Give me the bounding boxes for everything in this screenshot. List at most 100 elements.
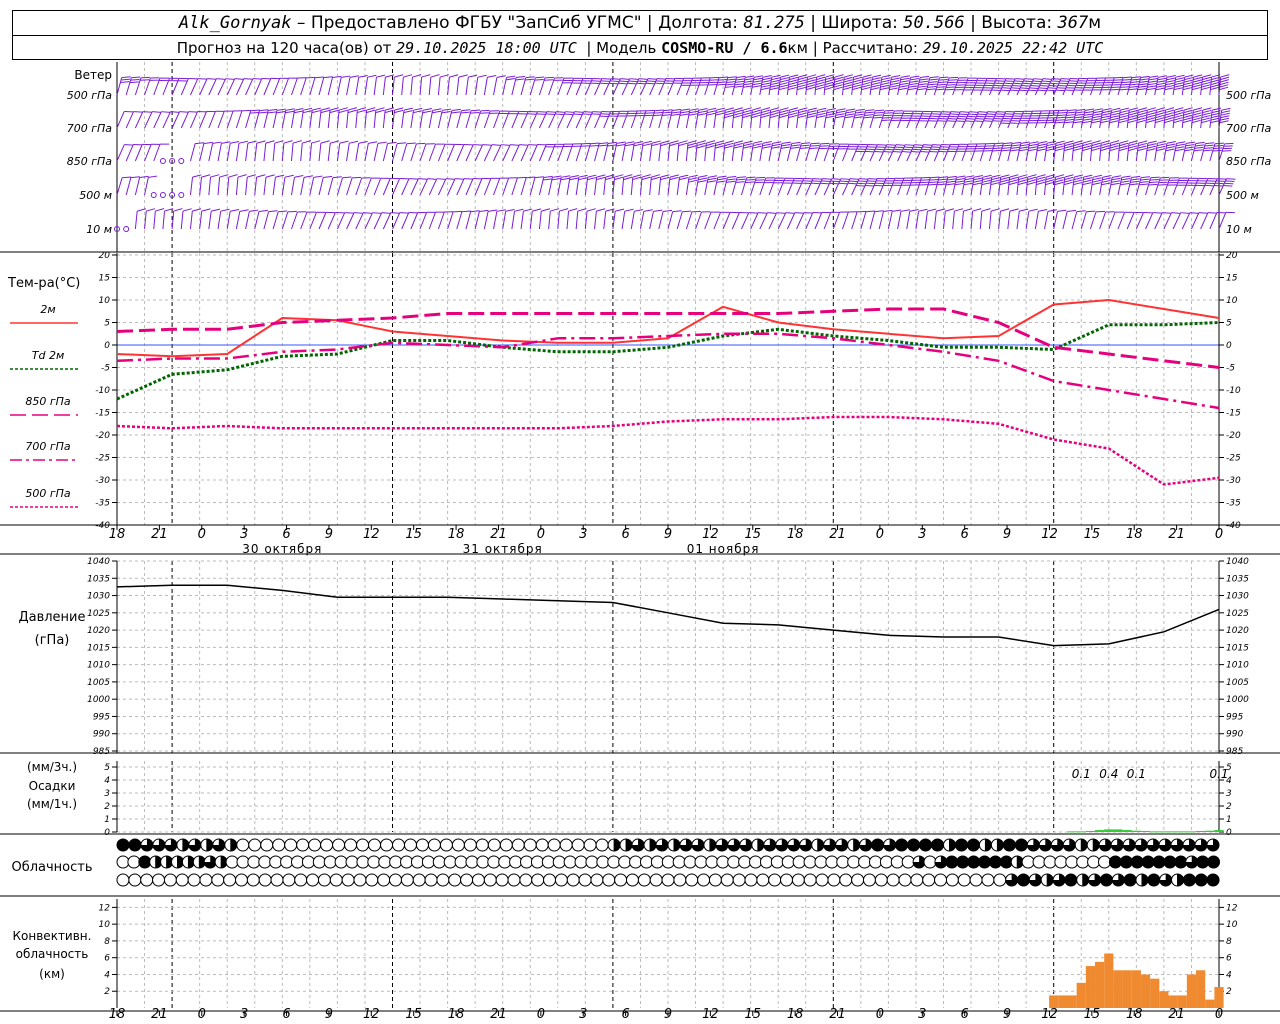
cloud-symbol — [583, 838, 597, 852]
wind-barb — [336, 177, 343, 196]
cloud-symbol — [294, 873, 308, 887]
cloud-fill-full — [967, 856, 980, 868]
cloud-symbol — [1159, 873, 1173, 887]
wind-barb-flag — [816, 112, 826, 116]
wind-barb — [1016, 78, 1026, 96]
cloud-symbol — [1014, 838, 1028, 852]
wind-barb — [1062, 110, 1069, 129]
wind-barb-flag — [1211, 76, 1221, 81]
cloud-symbol — [919, 838, 933, 852]
cloud-circle — [874, 873, 888, 887]
wind-barb — [1016, 177, 1020, 196]
wind-barb — [153, 77, 161, 96]
wind-barb-flag — [1046, 143, 1056, 147]
pressure-title: Давление — [18, 610, 85, 625]
wind-barb-flag — [546, 111, 556, 113]
cloud-circle — [317, 873, 331, 887]
wind-barb-flag — [1212, 107, 1222, 111]
wind-barb-flag — [800, 144, 810, 147]
wind-barb-flag — [1020, 144, 1030, 147]
precip-bar — [1085, 830, 1096, 832]
wind-barb — [887, 144, 897, 162]
cloud-symbol — [483, 873, 497, 887]
wind-barb-flag — [965, 120, 975, 122]
wind-barb-flag — [910, 75, 920, 78]
wind-barb-flag — [1064, 142, 1074, 147]
cloud-symbol — [1170, 838, 1184, 852]
cloud-symbol — [377, 873, 391, 887]
wind-barb-flag — [886, 144, 896, 146]
wind-barb — [722, 77, 729, 96]
wind-barb-flag — [698, 177, 708, 181]
wind-barb-flag — [614, 174, 624, 178]
wind-barb — [695, 77, 702, 96]
cloud-circle — [559, 838, 573, 852]
wind-barb-flag — [1128, 114, 1138, 119]
wind-barb — [557, 143, 565, 162]
cloud-circle — [511, 838, 525, 852]
cloud-fill-34 — [1029, 874, 1042, 886]
hour-tick-label: 12 — [1041, 527, 1058, 542]
wind-barb-flag — [139, 175, 149, 178]
cloud-circle — [879, 855, 893, 869]
wind-barb — [860, 211, 867, 230]
wind-barb-flag — [1192, 114, 1202, 119]
cloud-fill-34 — [1027, 839, 1040, 852]
wind-barb-flag — [726, 178, 736, 181]
wind-barb — [254, 177, 258, 196]
wind-barb — [199, 78, 208, 96]
wind-barb-flag — [1201, 81, 1211, 86]
wind-barb — [190, 111, 199, 129]
wind-barb-flag — [201, 208, 211, 212]
wind-barb-flag — [591, 113, 601, 115]
wind-barb-flag — [636, 82, 646, 85]
cloud-fill-full — [1124, 874, 1137, 886]
wind-barb-flag — [441, 111, 451, 114]
wind-barb-flag — [638, 78, 648, 80]
wind-barb — [796, 143, 802, 162]
wind-barb-flag — [977, 113, 987, 116]
wind-barb-flag — [969, 111, 979, 113]
wind-barb-flag — [1193, 149, 1203, 152]
hour-tick-label: 3 — [918, 527, 926, 542]
cloud-fill-full — [1163, 856, 1176, 868]
wind-barb-flag — [769, 87, 779, 91]
wind-barb — [924, 111, 933, 129]
wind-barb-flag — [826, 112, 836, 116]
cloud-fill-full — [967, 839, 980, 851]
wind-barb-flag — [1149, 178, 1159, 181]
wind-barb — [235, 211, 241, 230]
cloud-symbol — [1021, 855, 1035, 869]
wind-barb-flag — [1073, 145, 1083, 149]
wind-barb — [704, 77, 711, 96]
cloud-symbol — [332, 838, 346, 852]
wind-barb-flag — [1195, 141, 1205, 145]
wind-barb — [933, 77, 940, 96]
wind-barb-flag — [1061, 78, 1071, 80]
cloud-symbol — [756, 873, 770, 887]
wind-barb-flag — [909, 78, 920, 81]
cloud-symbol — [780, 873, 794, 887]
wind-barb — [1163, 110, 1166, 129]
wind-barb — [695, 143, 698, 162]
wind-barb-flag — [718, 78, 728, 81]
wind-barb-flag — [898, 85, 909, 88]
wind-barb-flag — [1183, 107, 1193, 111]
wind-barb-flag — [1128, 88, 1138, 91]
wind-barb — [1007, 143, 1013, 162]
wind-barb-flag — [861, 81, 871, 86]
y-tick-label: 1040 — [1226, 557, 1249, 567]
wind-barb-flag — [381, 212, 391, 214]
cloud-symbol — [554, 873, 568, 887]
wind-barb-flag — [946, 180, 956, 183]
wind-barb-flag — [1111, 177, 1121, 181]
cloud-symbol — [978, 855, 992, 869]
cloud-symbol — [160, 855, 174, 869]
wind-barb — [676, 177, 681, 196]
wind-barb — [309, 77, 316, 96]
cloud-circle — [886, 873, 900, 887]
cloud-circle — [290, 855, 304, 869]
wind-barb-flag — [1152, 212, 1162, 214]
wind-barb — [603, 143, 609, 162]
cloud-symbol — [128, 838, 142, 852]
